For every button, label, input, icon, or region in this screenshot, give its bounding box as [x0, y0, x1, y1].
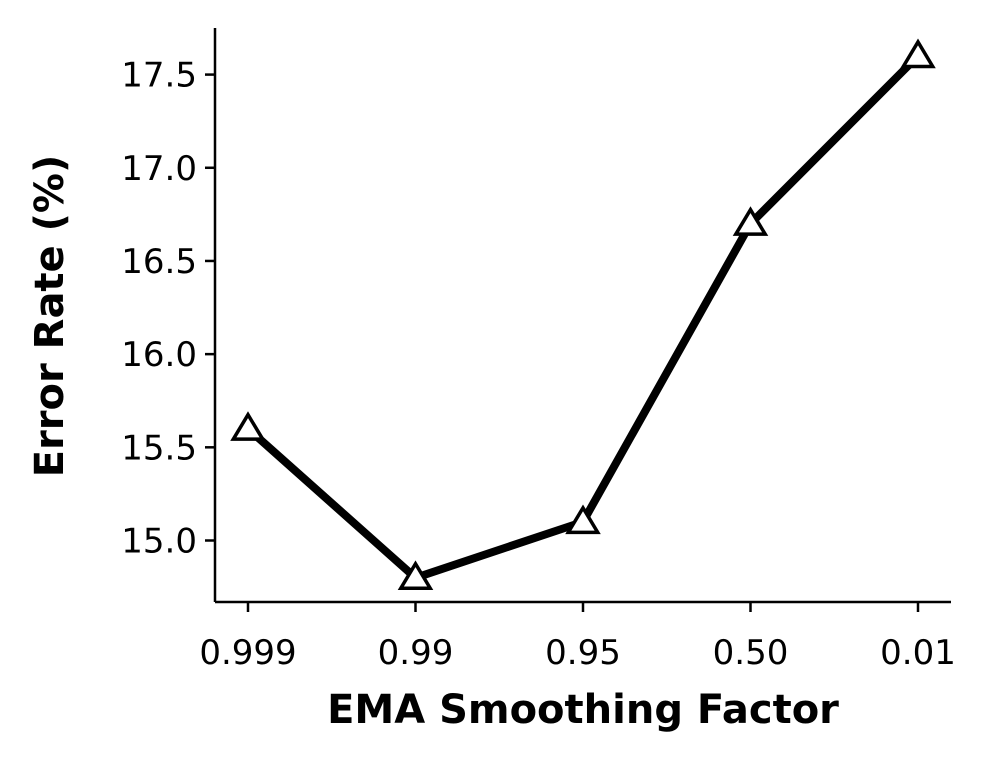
series-line — [244, 51, 922, 582]
y-ticks: 15.0 15.5 16.0 16.5 17.0 17.5 — [121, 56, 215, 562]
y-axis-title: Error Rate (%) — [27, 155, 73, 478]
x-tick-label: 0.50 — [713, 633, 789, 673]
y-tick-label: 17.0 — [121, 149, 197, 189]
x-tick-label: 0.01 — [880, 633, 956, 673]
data-point-marker — [397, 560, 434, 591]
data-point-marker — [900, 38, 936, 69]
y-tick-label: 16.0 — [121, 335, 197, 375]
data-point-marker — [732, 206, 769, 236]
x-tick-label: 0.999 — [199, 633, 296, 673]
x-tick-label: 0.99 — [378, 633, 454, 673]
y-tick-label: 16.5 — [121, 242, 197, 282]
x-ticks: 0.999 0.99 0.95 0.50 0.01 — [199, 602, 956, 673]
x-axis-title: EMA Smoothing Factor — [327, 687, 839, 733]
y-tick-label: 15.0 — [121, 522, 197, 562]
data-point-marker — [230, 411, 266, 441]
y-tick-label: 15.5 — [121, 428, 197, 468]
data-point-marker — [565, 504, 601, 535]
x-tick-label: 0.95 — [545, 633, 621, 673]
series-group — [230, 38, 936, 591]
y-tick-label: 17.5 — [121, 56, 197, 96]
